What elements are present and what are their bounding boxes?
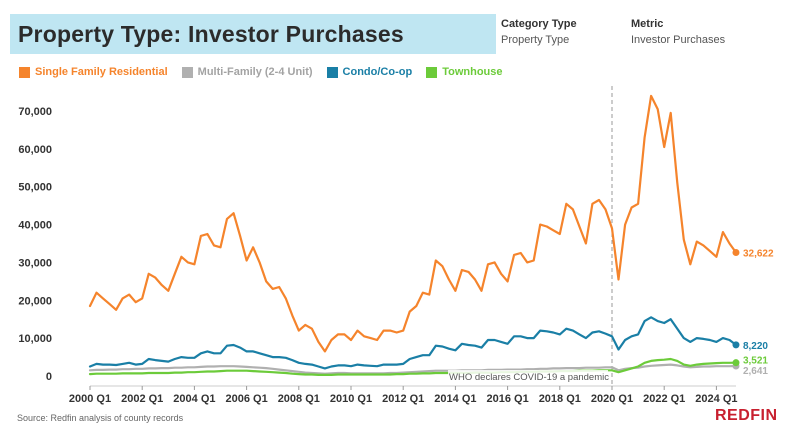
legend-label: Townhouse	[442, 66, 503, 78]
end-point-3	[732, 359, 740, 367]
redfin-logo: REDFIN	[715, 407, 778, 424]
x-tick-label: 2010 Q1	[330, 393, 372, 405]
x-tick-label: 2014 Q1	[434, 393, 476, 405]
filter-metric[interactable]: Metric Investor Purchases	[631, 18, 725, 46]
legend-item-sfr[interactable]: Single Family Residential	[19, 66, 168, 78]
y-tick-label: 20,000	[18, 295, 52, 307]
x-tick-label: 2012 Q1	[382, 393, 424, 405]
y-tick-label: 0	[46, 371, 52, 383]
legend-swatch	[426, 66, 438, 78]
end-label-0: 32,622	[743, 249, 774, 260]
x-tick-label: 2006 Q1	[225, 393, 267, 405]
filter-value: Property Type	[501, 34, 570, 46]
y-tick-label: 60,000	[18, 144, 52, 156]
end-label-3: 3,521	[743, 356, 768, 367]
series-line-3	[88, 357, 738, 376]
end-point-2	[732, 341, 740, 349]
filter-category-type[interactable]: Category Type Property Type	[501, 18, 577, 46]
legend-swatch	[181, 66, 193, 78]
legend-label: Single Family Residential	[35, 66, 168, 78]
x-tick-label: 2004 Q1	[173, 393, 215, 405]
source-note: Source: Redfin analysis of county record…	[17, 413, 184, 423]
x-tick-label: 2018 Q1	[539, 393, 581, 405]
end-label-1: 2,641	[743, 366, 768, 377]
legend-label: Multi-Family (2-4 Unit)	[197, 66, 313, 78]
annotation-bg	[448, 370, 608, 382]
x-tick-label: 2022 Q1	[643, 393, 685, 405]
legend-item-condo[interactable]: Condo/Co-op	[326, 66, 413, 78]
chart-legend: Single Family Residential Multi-Family (…	[19, 66, 517, 78]
y-tick-label: 40,000	[18, 220, 52, 232]
series-line-0	[88, 94, 738, 353]
x-tick-label: 2002 Q1	[121, 393, 163, 405]
series-line-2	[88, 316, 738, 370]
title-banner: Property Type: Investor Purchases	[10, 14, 496, 54]
filter-value: Investor Purchases	[631, 34, 726, 46]
end-label-2: 8,220	[743, 341, 768, 352]
x-tick-label: 2020 Q1	[591, 393, 633, 405]
y-tick-label: 50,000	[18, 182, 52, 194]
y-tick-label: 10,000	[18, 333, 52, 345]
x-tick-label: 2024 Q1	[695, 393, 737, 405]
filter-label: Category Type	[501, 18, 577, 30]
legend-label: Condo/Co-op	[342, 66, 413, 78]
legend-swatch	[19, 66, 30, 78]
x-tick-label: 2008 Q1	[278, 393, 320, 405]
filter-label: Metric	[631, 18, 664, 30]
annotation-text: WHO declares COVID-19 a pandemic	[449, 372, 609, 383]
legend-item-multi-family[interactable]: Multi-Family (2-4 Unit)	[181, 66, 313, 78]
legend-swatch	[326, 66, 338, 78]
end-point-0	[732, 249, 740, 257]
x-tick-label: 2000 Q1	[69, 393, 111, 405]
y-tick-label: 70,000	[18, 106, 52, 118]
page-title: Property Type: Investor Purchases	[18, 21, 404, 47]
legend-item-townhouse[interactable]: Townhouse	[426, 66, 503, 78]
y-tick-label: 30,000	[18, 257, 52, 269]
x-tick-label: 2016 Q1	[486, 393, 528, 405]
